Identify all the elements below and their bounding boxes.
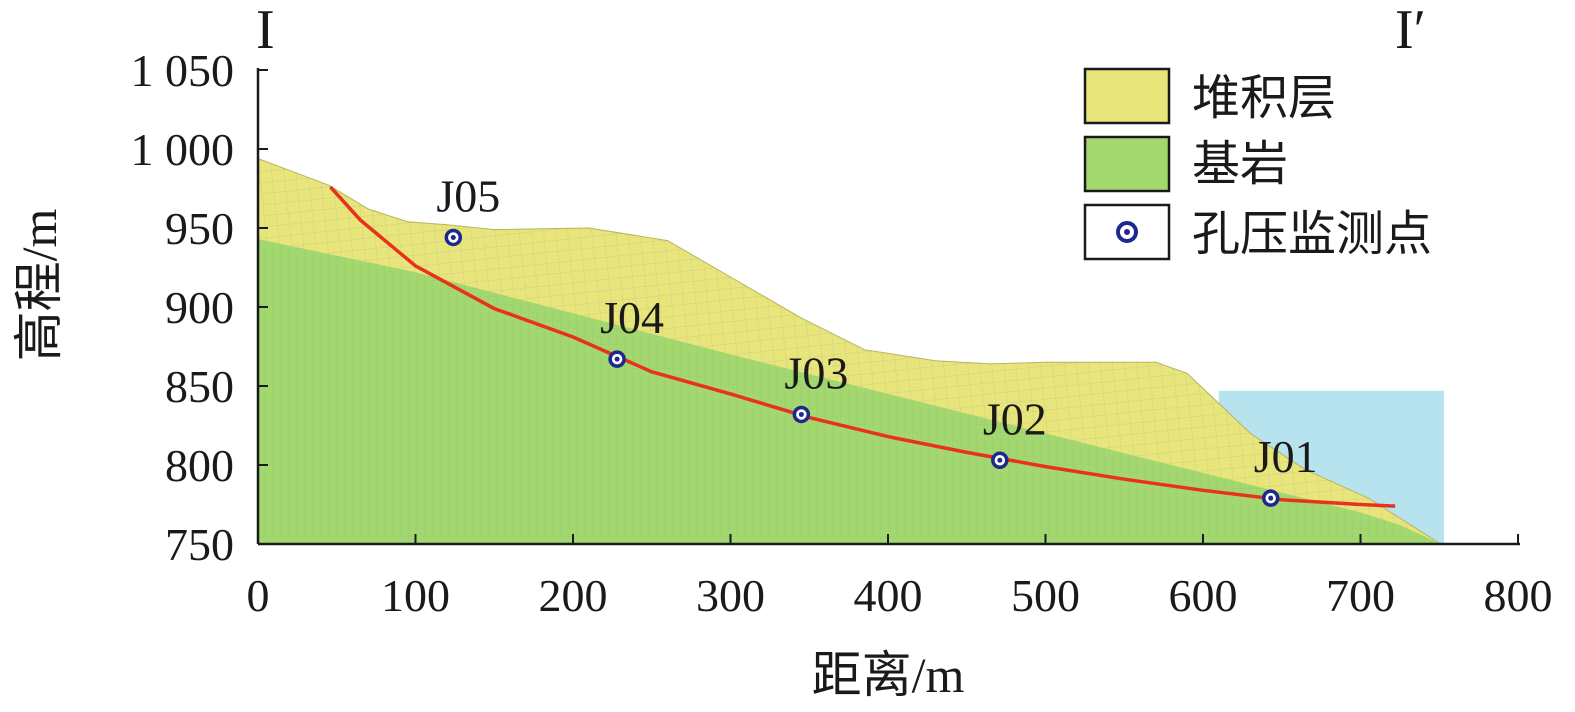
legend: 堆积层 基岩 孔压监测点 [1083, 67, 1432, 261]
y-tick-label: 900 [165, 282, 234, 333]
x-tick-label: 700 [1326, 570, 1395, 621]
y-axis-title: 高程/m [11, 209, 67, 362]
x-tick-label: 400 [854, 570, 923, 621]
monitoring-point-label: J03 [784, 347, 848, 398]
x-axis-title: 距离/m [812, 647, 965, 703]
y-tick-label: 750 [165, 519, 234, 570]
monitoring-point-label: J01 [1254, 431, 1318, 482]
legend-label-marker: 孔压监测点 [1192, 208, 1432, 261]
y-tick-label: 800 [165, 440, 234, 491]
x-tick-label: 800 [1484, 570, 1553, 621]
legend-swatch-deposit [1083, 67, 1171, 125]
section-start-mark: I [256, 0, 275, 61]
legend-label-bedrock: 基岩 [1192, 138, 1288, 191]
x-tick-label: 600 [1169, 570, 1238, 621]
y-tick-label: 1 050 [131, 45, 235, 96]
monitoring-point-center [798, 411, 804, 417]
monitoring-point-center [450, 234, 456, 240]
legend-label-deposit: 堆积层 [1192, 72, 1336, 125]
x-axis-ticks: 0 100 200 300 400 500 600 700 800 [247, 534, 1553, 621]
x-tick-label: 0 [247, 570, 270, 621]
y-tick-label: 1 000 [131, 124, 235, 175]
y-axis-ticks: 750 800 850 900 950 1 000 1 050 [131, 45, 268, 570]
legend-marker-dot [1124, 229, 1130, 235]
geology-layers [258, 157, 1444, 544]
monitoring-point-label: J04 [600, 292, 664, 343]
monitoring-points: J05 J04 J03 J02 J01 [436, 170, 1318, 507]
y-tick-label: 950 [165, 203, 234, 254]
section-end-mark: I′ [1395, 0, 1426, 61]
x-tick-label: 200 [539, 570, 608, 621]
monitoring-point-center [614, 356, 620, 362]
monitoring-point-label: J05 [436, 170, 500, 221]
monitoring-point-center [1268, 495, 1274, 501]
monitoring-point-center [997, 457, 1003, 463]
x-tick-label: 100 [381, 570, 450, 621]
slip-surface-line [329, 185, 1396, 508]
monitoring-point-label: J02 [983, 393, 1047, 444]
y-tick-label: 850 [165, 361, 234, 412]
x-tick-label: 300 [696, 570, 765, 621]
bedrock-mesh [258, 239, 1441, 544]
x-tick-label: 500 [1011, 570, 1080, 621]
legend-swatch-bedrock [1083, 135, 1171, 193]
